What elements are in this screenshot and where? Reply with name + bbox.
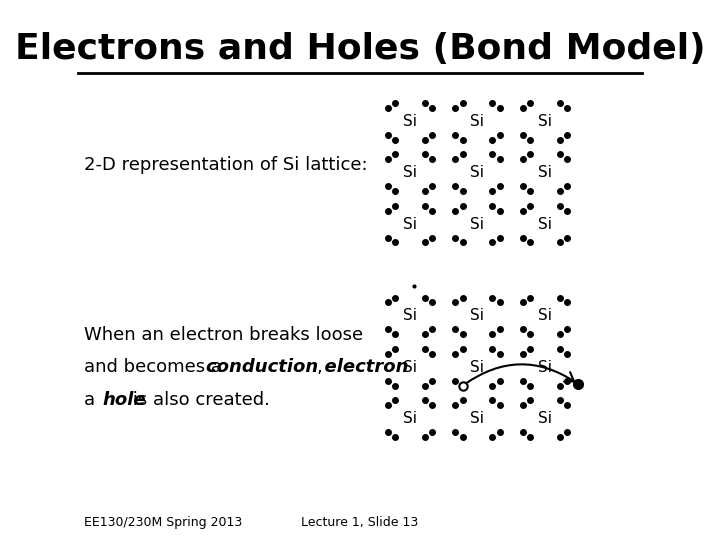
Text: and becomes a: and becomes a [84, 358, 228, 376]
Text: Si: Si [538, 165, 552, 180]
Text: conduction electron: conduction electron [206, 358, 409, 376]
Text: Si: Si [470, 165, 485, 180]
Text: Lecture 1, Slide 13: Lecture 1, Slide 13 [302, 516, 418, 529]
Text: hole: hole [103, 390, 146, 409]
Text: Electrons and Holes (Bond Model): Electrons and Holes (Bond Model) [14, 32, 706, 66]
Text: Si: Si [403, 165, 417, 180]
Text: Si: Si [538, 114, 552, 129]
Text: Si: Si [470, 217, 485, 232]
Text: a: a [84, 390, 101, 409]
Text: Si: Si [538, 308, 552, 323]
Text: Si: Si [470, 114, 485, 129]
Text: Si: Si [403, 360, 417, 375]
Text: Si: Si [538, 411, 552, 426]
Text: Si: Si [470, 360, 485, 375]
Text: Si: Si [403, 217, 417, 232]
Text: Si: Si [403, 114, 417, 129]
Text: EE130/230M Spring 2013: EE130/230M Spring 2013 [84, 516, 242, 529]
Text: When an electron breaks loose: When an electron breaks loose [84, 326, 363, 344]
Text: Si: Si [470, 308, 485, 323]
Text: Si: Si [538, 217, 552, 232]
Text: ,: , [317, 358, 323, 376]
Text: Si: Si [403, 411, 417, 426]
Text: 2-D representation of Si lattice:: 2-D representation of Si lattice: [84, 156, 367, 174]
Text: is also created.: is also created. [127, 390, 270, 409]
Text: Si: Si [470, 411, 485, 426]
FancyArrowPatch shape [465, 364, 574, 384]
Text: Si: Si [538, 360, 552, 375]
Text: Si: Si [403, 308, 417, 323]
